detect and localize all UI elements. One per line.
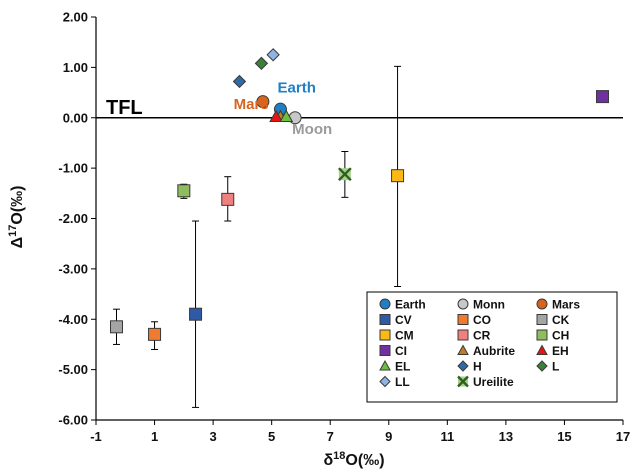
legend-label-ureilite: Ureilite	[473, 375, 514, 389]
x-tick-label: 3	[209, 429, 216, 444]
point-eh	[269, 109, 283, 123]
legend-label-h: H	[473, 360, 482, 374]
legend-marker-cv	[379, 314, 391, 325]
legend-label-eh: EH	[552, 344, 569, 358]
legend-item-mars: Mars	[536, 298, 580, 312]
legend-label-ch: CH	[552, 329, 569, 343]
legend-marker-ll	[379, 375, 391, 388]
point-ch	[177, 184, 191, 198]
x-tick-label: 9	[385, 429, 392, 444]
x-axis-title: δ18O(‰)	[323, 450, 384, 469]
annotation-earth: Earth	[278, 80, 316, 97]
point-ck	[109, 320, 123, 334]
legend-marker-l	[536, 360, 548, 372]
legend-label-cm: CM	[395, 329, 414, 343]
legend-marker-ch	[536, 329, 548, 341]
x-tick-label: 7	[327, 429, 334, 444]
legend-marker-earth	[379, 298, 391, 310]
legend-label-aubrite: Aubrite	[473, 344, 515, 358]
point-el	[279, 109, 294, 123]
y-axis-title: Δ17O(‰)	[7, 186, 26, 249]
legend-item-monn: Monn	[457, 298, 505, 312]
legend-box	[366, 291, 618, 403]
legend-item-ch: CH	[536, 329, 569, 343]
legend-marker-monn	[457, 298, 469, 310]
legend-item-ll: LL	[379, 375, 410, 389]
y-tick-label: -1.00	[58, 161, 88, 176]
legend-item-cm: CM	[379, 329, 414, 343]
legend-item-h: H	[457, 360, 482, 374]
x-tick-label: 1	[151, 429, 158, 444]
point-cm	[391, 169, 405, 183]
y-tick-label: -6.00	[58, 413, 88, 428]
y-tick-label: 0.00	[63, 110, 88, 125]
legend-label-el: EL	[395, 360, 410, 374]
point-ureilite	[338, 167, 352, 182]
tfl-label: TFL	[106, 97, 143, 119]
x-tick-label: -1	[90, 429, 102, 444]
data-points	[109, 48, 610, 341]
point-ll	[266, 48, 280, 62]
annotation-moon: Moon	[292, 121, 332, 138]
legend-marker-ck	[536, 314, 548, 325]
legend-marker-eh	[536, 344, 548, 355]
legend-marker-ureilite-stroke	[457, 375, 469, 388]
point-ureilite-stroke	[338, 167, 352, 182]
x-tick-label: 11	[440, 429, 454, 444]
legend-label-ll: LL	[395, 375, 410, 389]
legend-label-co: CO	[473, 313, 491, 327]
legend-label-cr: CR	[473, 329, 491, 343]
legend-item-ureilite: Ureilite	[457, 375, 514, 389]
point-l	[254, 56, 269, 71]
legend-marker-ci	[379, 345, 391, 356]
legend-item-cr: CR	[457, 329, 491, 343]
legend-label-cv: CV	[395, 313, 412, 327]
legend-item-eh: EH	[536, 344, 569, 358]
y-tick-label: 1.00	[63, 60, 88, 75]
legend-item-earth: Earth	[379, 298, 426, 312]
y-tick-label: -4.00	[58, 312, 88, 327]
legend-marker-h	[457, 360, 469, 372]
legend-marker-aubrite	[457, 344, 469, 355]
y-tick-label: 2.00	[63, 10, 88, 25]
x-tick-label: 15	[557, 429, 571, 444]
point-mars	[256, 95, 270, 109]
legend-item-ck: CK	[536, 313, 570, 327]
y-tick-label: -2.00	[58, 211, 88, 226]
point-h	[232, 74, 247, 89]
legend-item-el: EL	[379, 359, 410, 374]
legend-item-l: L	[536, 360, 559, 374]
point-ci	[596, 90, 610, 104]
legend-label-ci: CI	[395, 344, 407, 358]
y-tick-label: -5.00	[58, 362, 88, 377]
y-tick-label: -3.00	[58, 261, 88, 276]
legend-marker-cr	[457, 329, 469, 341]
point-cv	[189, 307, 203, 321]
legend-marker-mars	[536, 298, 548, 310]
legend-item-co: CO	[457, 313, 491, 327]
legend-item-cv: CV	[379, 313, 412, 327]
legend-marker-cm	[379, 329, 391, 341]
axis-titles: δ18O(‰) Δ17O(‰)	[7, 186, 385, 469]
legend-label-earth: Earth	[395, 298, 426, 312]
point-cr	[221, 192, 235, 206]
x-tick-label: 17	[616, 429, 630, 444]
legend-label-ck: CK	[552, 313, 570, 327]
legend-label-l: L	[552, 360, 559, 374]
legend-item-aubrite: Aubrite	[457, 344, 515, 358]
legend-label-monn: Monn	[473, 298, 505, 312]
annotations: Earth Mars Moon	[234, 80, 333, 138]
legend-marker-co	[457, 314, 469, 325]
x-tick-label: 13	[499, 429, 513, 444]
legend-label-mars: Mars	[552, 298, 580, 312]
legend-marker-el	[379, 359, 391, 371]
x-tick-label: 5	[268, 429, 275, 444]
annotation-mars: Mars	[234, 96, 269, 113]
legend-item-ci: CI	[379, 344, 407, 358]
legend-marker-ureilite	[457, 375, 469, 388]
axes-layer: 2.00 1.00 0.00 -1.00 -2.00 -3.00 -4.00 -5.00 -6.…	[58, 10, 630, 445]
legend: Earth Monn Mars CV CO CK CM CR CH CI Aubrite EH EL H L…	[366, 291, 618, 403]
point-co	[148, 327, 162, 341]
